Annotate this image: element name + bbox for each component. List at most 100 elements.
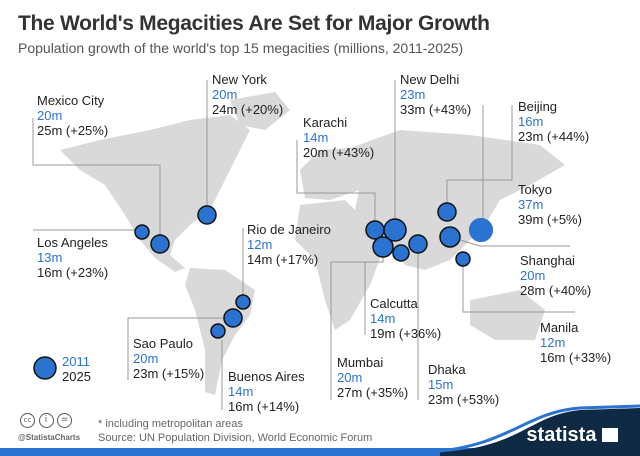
population-2011: 20m <box>133 351 159 366</box>
bubble-2011-dhaka <box>410 236 426 252</box>
city-label-calcutta: Calcutta 14m 19m (+36%) <box>370 296 441 341</box>
population-2011: 20m <box>212 87 238 102</box>
city-name: Rio de Janeiro <box>247 222 331 237</box>
city-name: Buenos Aires <box>228 369 305 384</box>
city-name: Los Angeles <box>37 235 108 250</box>
city-label-new-delhi: New Delhi 23m 33m (+43%) <box>400 72 471 117</box>
population-2025: 28m (+40%) <box>520 283 592 298</box>
legend: 2011 2025 <box>62 354 91 384</box>
city-label-manila: Manila 12m 16m (+33%) <box>540 320 611 365</box>
population-2011: 20m <box>337 370 363 385</box>
population-2025: 23m (+53%) <box>428 392 500 407</box>
bubble-2011-rio-de-janeiro <box>237 296 249 308</box>
greenland <box>230 92 290 130</box>
bubble-2011-buenos-aires <box>212 325 224 337</box>
city-label-mexico-city: Mexico City 20m 25m (+25%) <box>37 93 108 138</box>
city-name: Beijing <box>518 99 558 114</box>
city-name: Karachi <box>303 115 348 130</box>
statista-logo-icon <box>602 428 618 442</box>
population-2025: 16m (+14%) <box>228 399 300 414</box>
city-name: Tokyo <box>518 182 552 197</box>
population-2025: 16m (+33%) <box>540 350 612 365</box>
australia <box>470 290 545 340</box>
bubble-2011-sao-paulo <box>225 310 241 326</box>
city-name: Mumbai <box>337 355 384 370</box>
population-2011: 20m <box>37 108 63 123</box>
leader-line-mexico-city <box>32 118 161 235</box>
city-name: Sao Paulo <box>133 336 193 351</box>
city-label-buenos-aires: Buenos Aires 14m 16m (+14%) <box>228 369 305 414</box>
population-2011: 14m <box>303 130 329 145</box>
city-label-new-york: New York 20m 24m (+20%) <box>212 72 283 117</box>
population-2025: 25m (+25%) <box>37 123 109 138</box>
city-name: Dhaka <box>428 362 466 377</box>
city-label-mumbai: Mumbai 20m 27m (+35%) <box>337 355 408 400</box>
by-icon: i <box>38 413 54 428</box>
population-2025: 23m (+44%) <box>518 129 590 144</box>
population-2011: 16m <box>518 114 544 129</box>
bubble-2011-tokyo <box>469 218 493 242</box>
leader-line-manila <box>462 266 575 313</box>
city-name: Calcutta <box>370 296 418 311</box>
leader-lines <box>32 80 575 410</box>
city-label-sao-paulo: Sao Paulo 20m 23m (+15%) <box>133 336 204 381</box>
bubble-2011-manila <box>457 253 469 265</box>
leader-line-sao-paulo <box>127 317 225 380</box>
city-label-rio-de-janeiro: Rio de Janeiro 12m 14m (+17%) <box>247 222 331 267</box>
city-label-tokyo: Tokyo 37m 39m (+5%) <box>518 182 582 227</box>
cc-icon: cc <box>20 413 35 428</box>
population-2025: 33m (+43%) <box>400 102 472 117</box>
city-name: New York <box>212 72 267 87</box>
city-label-karachi: Karachi 14m 20m (+43%) <box>303 115 374 160</box>
population-2011: 15m <box>428 377 454 392</box>
population-2011: 14m <box>370 311 396 326</box>
source: Source: UN Population Division, World Ec… <box>98 432 373 444</box>
bubble-2011-los-angeles <box>136 226 148 238</box>
population-2011: 37m <box>518 197 544 212</box>
city-name: Shanghai <box>520 253 575 268</box>
legend-bubble-2011 <box>36 359 54 377</box>
population-2011: 23m <box>400 87 426 102</box>
population-2011: 13m <box>37 250 63 265</box>
leader-line-karachi <box>296 140 376 221</box>
north-america <box>60 115 250 272</box>
legend-2011: 2011 <box>62 354 90 369</box>
population-2025: 27m (+35%) <box>337 385 409 400</box>
city-name: Mexico City <box>37 93 105 108</box>
population-2025: 39m (+5%) <box>518 212 582 227</box>
footer-brand-panel <box>440 408 640 456</box>
city-label-los-angeles: Los Angeles 13m 16m (+23%) <box>37 235 108 280</box>
bubble-2011-karachi <box>367 222 383 238</box>
footer-curve <box>429 404 640 454</box>
population-2025: 14m (+17%) <box>247 252 319 267</box>
legend-bubbles <box>33 356 57 380</box>
bubble-2011-shanghai <box>441 228 459 246</box>
population-2011: 14m <box>228 384 254 399</box>
africa <box>295 200 385 330</box>
footnote: * including metropolitan areas <box>98 418 243 430</box>
bubble-2011-beijing <box>439 204 455 220</box>
population-2025: 16m (+23%) <box>37 265 109 280</box>
bubble-2011-new-york <box>199 207 215 223</box>
bubble-2011-calcutta <box>394 246 408 260</box>
leader-line-mumbai <box>330 257 384 400</box>
population-2025: 24m (+20%) <box>212 102 284 117</box>
legend-2025: 2025 <box>62 369 91 384</box>
population-2011: 12m <box>540 335 566 350</box>
nd-icon: = <box>57 413 72 428</box>
twitter-handle[interactable]: @StatistaCharts <box>18 433 81 442</box>
leader-line-beijing <box>446 105 513 203</box>
europe <box>300 148 365 200</box>
license-icons: cc i = <box>20 412 72 428</box>
statista-logo[interactable]: statista <box>526 424 618 447</box>
city-label-shanghai: Shanghai 20m 28m (+40%) <box>520 253 591 298</box>
bubble-2011-mumbai <box>374 238 392 256</box>
city-name: New Delhi <box>400 72 460 87</box>
population-2011: 20m <box>520 268 546 283</box>
city-label-beijing: Beijing 16m 23m (+44%) <box>518 99 589 144</box>
brand-text: statista <box>526 424 597 446</box>
population-2011: 12m <box>247 237 273 252</box>
population-2025: 23m (+15%) <box>133 366 205 381</box>
page-subtitle: Population growth of the world's top 15 … <box>18 40 464 56</box>
